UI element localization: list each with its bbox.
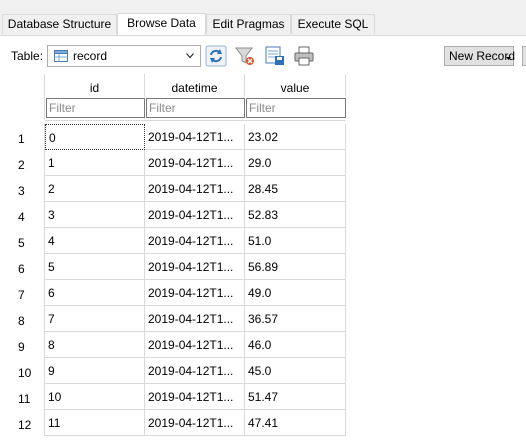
refresh-icon[interactable] (205, 45, 227, 67)
cell-value[interactable]: 52.83 (245, 202, 346, 228)
table-row[interactable]: 10 9 2019-04-12T1... 45.0 (14, 358, 346, 384)
cell-id[interactable]: 2 (45, 176, 145, 202)
save-table-icon[interactable] (264, 45, 286, 67)
cell-datetime[interactable]: 2019-04-12T1... (145, 410, 245, 436)
cell-value[interactable]: 29.0 (245, 150, 346, 176)
table-row[interactable]: 6 5 2019-04-12T1... 56.89 (14, 254, 346, 280)
row-number[interactable]: 5 (14, 228, 45, 254)
tab-database-structure[interactable]: Database Structure (2, 14, 117, 34)
new-record-button[interactable]: New Record (444, 46, 516, 66)
row-number[interactable]: 12 (14, 410, 45, 436)
row-number[interactable]: 1 (14, 124, 45, 150)
cell-value[interactable]: 51.0 (245, 228, 346, 254)
window-top (0, 0, 526, 5)
tab-execute-sql[interactable]: Execute SQL (291, 14, 375, 34)
column-header-datetime[interactable]: datetime (145, 74, 245, 97)
cell-datetime[interactable]: 2019-04-12T1... (145, 280, 245, 306)
cell-datetime[interactable]: 2019-04-12T1... (145, 306, 245, 332)
cell-datetime[interactable]: 2019-04-12T1... (145, 384, 245, 410)
data-grid: id datetime value Filter Filter Filter 1… (14, 74, 346, 441)
cell-id[interactable]: 1 (45, 150, 145, 176)
table-row[interactable]: 3 2 2019-04-12T1... 28.45 (14, 176, 346, 202)
cell-id[interactable]: 9 (45, 358, 145, 384)
grid-corner (14, 74, 45, 120)
print-icon[interactable] (293, 45, 315, 67)
cell-id[interactable]: 3 (45, 202, 145, 228)
row-number[interactable]: 10 (14, 358, 45, 384)
table-label: Table: (11, 49, 44, 63)
cell-datetime[interactable]: 2019-04-12T1... (145, 358, 245, 384)
selected-table-name: record (73, 49, 108, 63)
table-row[interactable]: 7 6 2019-04-12T1... 49.0 (14, 280, 346, 306)
cell-datetime[interactable]: 2019-04-12T1... (145, 176, 245, 202)
cell-datetime[interactable]: 2019-04-12T1... (145, 254, 245, 280)
cell-value[interactable]: 36.57 (245, 306, 346, 332)
row-number[interactable]: 9 (14, 332, 45, 358)
cell-id[interactable]: 6 (45, 280, 145, 306)
cell-datetime[interactable]: 2019-04-12T1... (145, 228, 245, 254)
table-row[interactable]: 5 4 2019-04-12T1... 51.0 (14, 228, 346, 254)
row-number[interactable]: 7 (14, 280, 45, 306)
cell-value[interactable]: 45.0 (245, 358, 346, 384)
header-divider (45, 120, 346, 121)
chevron-down-icon (186, 53, 194, 59)
row-number[interactable]: 2 (14, 150, 45, 176)
delete-record-button[interactable] (522, 46, 526, 66)
table-icon (54, 50, 68, 62)
row-number[interactable]: 4 (14, 202, 45, 228)
filter-input-datetime[interactable]: Filter (146, 98, 245, 118)
table-row[interactable]: 8 7 2019-04-12T1... 36.57 (14, 306, 346, 332)
cell-value[interactable]: 56.89 (245, 254, 346, 280)
filter-input-id[interactable]: Filter (46, 98, 145, 118)
cell-datetime[interactable]: 2019-04-12T1... (145, 150, 245, 176)
cell-value[interactable]: 23.02 (245, 124, 346, 150)
dropdown-arrow-icon (506, 57, 511, 60)
table-row[interactable]: 4 3 2019-04-12T1... 52.83 (14, 202, 346, 228)
column-header-id[interactable]: id (45, 74, 145, 97)
table-row[interactable]: 12 11 2019-04-12T1... 47.41 (14, 410, 346, 436)
row-number[interactable]: 6 (14, 254, 45, 280)
tab-browse-data[interactable]: Browse Data (117, 13, 206, 35)
clear-filters-icon[interactable] (234, 45, 256, 67)
table-row[interactable]: 1 0 2019-04-12T1... 23.02 (14, 124, 346, 150)
table-row[interactable]: 11 10 2019-04-12T1... 51.47 (14, 384, 346, 410)
cell-datetime[interactable]: 2019-04-12T1... (145, 124, 245, 150)
cell-id[interactable]: 10 (45, 384, 145, 410)
cell-value[interactable]: 51.47 (245, 384, 346, 410)
cell-datetime[interactable]: 2019-04-12T1... (145, 332, 245, 358)
cell-id[interactable]: 0 (45, 124, 145, 150)
row-number[interactable]: 8 (14, 306, 45, 332)
tab-bar: Database Structure Browse Data Edit Prag… (0, 13, 526, 36)
table-row[interactable]: 9 8 2019-04-12T1... 46.0 (14, 332, 346, 358)
row-number[interactable]: 3 (14, 176, 45, 202)
filter-input-value[interactable]: Filter (246, 98, 346, 118)
cell-value[interactable]: 28.45 (245, 176, 346, 202)
cell-datetime[interactable]: 2019-04-12T1... (145, 202, 245, 228)
cell-id[interactable]: 4 (45, 228, 145, 254)
row-number[interactable]: 11 (14, 384, 45, 410)
cell-id[interactable]: 8 (45, 332, 145, 358)
tab-edit-pragmas[interactable]: Edit Pragmas (206, 14, 291, 34)
cell-value[interactable]: 49.0 (245, 280, 346, 306)
cell-value[interactable]: 47.41 (245, 410, 346, 436)
table-select[interactable]: record (47, 45, 201, 67)
table-row[interactable]: 2 1 2019-04-12T1... 29.0 (14, 150, 346, 176)
new-record-label: New Record (449, 49, 516, 63)
cell-id[interactable]: 5 (45, 254, 145, 280)
cell-id[interactable]: 11 (45, 410, 145, 436)
column-header-value[interactable]: value (245, 74, 346, 97)
cell-id[interactable]: 7 (45, 306, 145, 332)
cell-value[interactable]: 46.0 (245, 332, 346, 358)
